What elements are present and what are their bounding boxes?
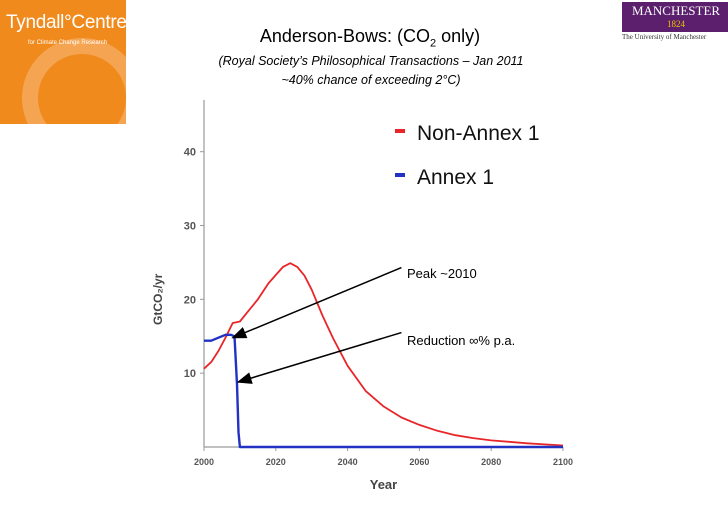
annotation-arrow-1 bbox=[231, 266, 402, 339]
y-axis-label: GtCO₂/yr bbox=[151, 273, 165, 325]
legend-swatch-non-annex-1 bbox=[395, 129, 405, 133]
x-tick-label: 2020 bbox=[266, 457, 286, 467]
title-end: only) bbox=[436, 26, 481, 46]
tyndall-logo-name: Tyndall°Centre bbox=[6, 12, 126, 33]
series-line-annex-1 bbox=[204, 333, 563, 449]
y-tick-label: 20 bbox=[184, 294, 196, 306]
manchester-logo-name: MANCHESTER bbox=[631, 3, 721, 18]
manchester-university-logo: MANCHESTER 1824 The University of Manche… bbox=[612, 0, 728, 44]
slide-subtitle: (Royal Society’s Philosophical Transacti… bbox=[186, 52, 556, 90]
subtitle-line-2: ~40% chance of exceeding 2°C) bbox=[281, 73, 461, 87]
x-tick-label: 2060 bbox=[409, 457, 429, 467]
x-tick-label: 2080 bbox=[481, 457, 501, 467]
legend-swatch-annex-1 bbox=[395, 173, 405, 177]
slide-title: Anderson-Bows: (CO2 only) bbox=[200, 26, 540, 50]
title-subscript: 2 bbox=[429, 37, 437, 50]
manchester-logo-subtitle: The University of Manchester bbox=[622, 33, 707, 41]
subtitle-line-1: (Royal Society’s Philosophical Transacti… bbox=[218, 54, 524, 68]
title-main: Anderson-Bows: (CO bbox=[259, 26, 430, 46]
tyndall-centre-logo: Tyndall°Centre for Climate Change Resear… bbox=[0, 0, 126, 124]
manchester-crest: MANCHESTER 1824 bbox=[622, 2, 728, 32]
y-tick-label: 30 bbox=[184, 221, 196, 233]
x-tick-label: 2100 bbox=[553, 457, 573, 467]
legend-label-non-annex-1: Non-Annex 1 bbox=[417, 122, 540, 145]
annotation-arrow-2 bbox=[236, 331, 402, 384]
y-tick-label: 10 bbox=[184, 368, 196, 380]
series-line-non-annex-1 bbox=[203, 262, 564, 447]
x-tick-label: 2040 bbox=[338, 457, 358, 467]
tyndall-logo-subtitle: for Climate Change Research bbox=[28, 40, 108, 46]
x-axis-label: Year bbox=[370, 477, 397, 492]
legend-label-annex-1: Annex 1 bbox=[417, 166, 494, 189]
manchester-logo-year: 1824 bbox=[667, 19, 685, 29]
y-tick-label: 40 bbox=[184, 147, 196, 159]
annotation-label-1: Peak ~2010 bbox=[407, 266, 477, 281]
annotation-label-2: Reduction ∞% p.a. bbox=[407, 333, 515, 348]
x-tick-label: 2000 bbox=[194, 457, 214, 467]
